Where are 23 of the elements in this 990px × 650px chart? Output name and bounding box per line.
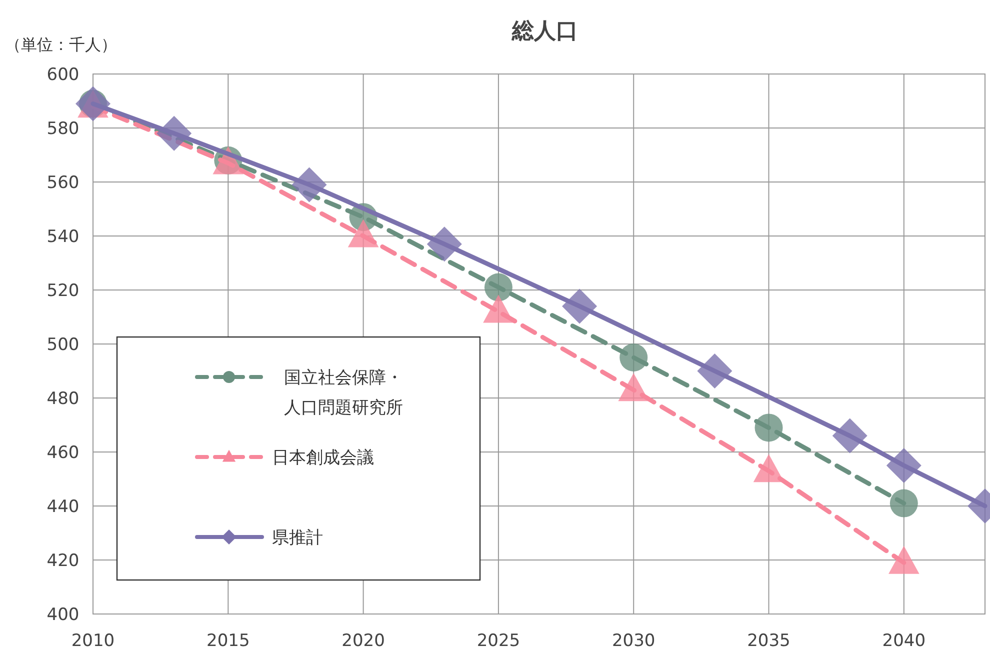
x-tick-label: 2040	[882, 631, 926, 650]
x-tick-label: 2035	[747, 631, 790, 650]
y-tick-label: 520	[46, 281, 80, 301]
x-tick-label: 2010	[71, 631, 115, 650]
y-tick-label: 460	[46, 443, 80, 463]
y-axis-title: （単位：千人）	[5, 35, 117, 54]
legend-label: 国立社会保障・人口問題研究所	[284, 368, 403, 418]
y-tick-label: 400	[46, 605, 80, 625]
y-tick-label: 500	[46, 335, 80, 355]
legend-label: 日本創成会議	[272, 448, 374, 468]
y-tick-label: 540	[46, 227, 80, 247]
y-tick-label: 480	[46, 389, 80, 409]
chart-title: 総人口	[511, 19, 578, 44]
legend-label: 県推計	[272, 528, 323, 548]
y-tick-label: 560	[46, 173, 80, 193]
y-tick-label: 440	[46, 497, 80, 517]
y-tick-label: 580	[46, 119, 80, 139]
x-tick-label: 2020	[342, 631, 385, 650]
x-tick-label: 2030	[612, 631, 656, 650]
x-tick-label: 2015	[206, 631, 250, 650]
x-tick-label: 2025	[476, 631, 520, 650]
y-tick-label: 420	[46, 551, 80, 571]
y-tick-label: 600	[46, 65, 80, 85]
